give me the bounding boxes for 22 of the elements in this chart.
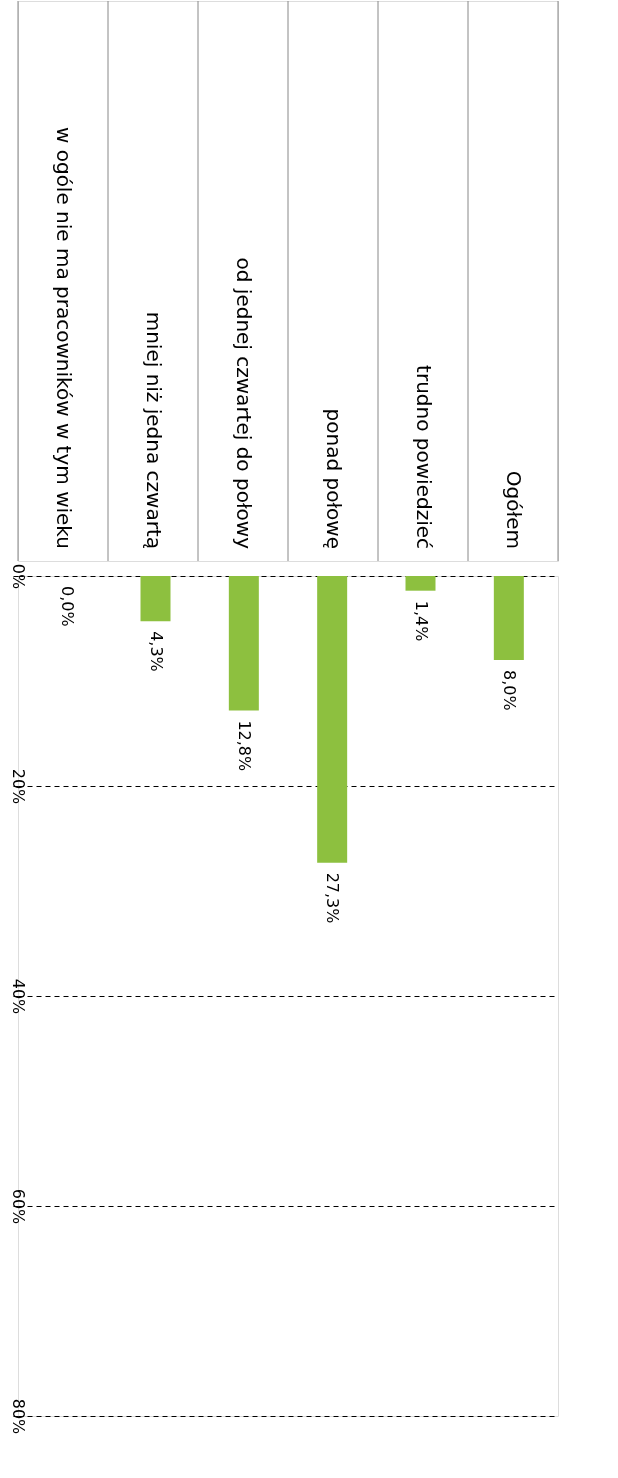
y-tick-label: 0% xyxy=(8,563,28,590)
data-label: 4,3% xyxy=(146,631,166,672)
data-label: 8,0% xyxy=(499,670,519,711)
data-label: 0,0% xyxy=(58,586,78,627)
x-tick-label: od jednej czwartej do połowy xyxy=(232,257,256,550)
data-label: 12,8% xyxy=(234,720,254,772)
y-tick-label: 80% xyxy=(8,1398,28,1435)
bar xyxy=(405,576,436,591)
y-tick-label: 40% xyxy=(8,978,28,1015)
bar xyxy=(228,576,259,711)
y-tick-label: 20% xyxy=(8,768,28,805)
y-tick-label: 60% xyxy=(8,1188,28,1225)
bar xyxy=(493,576,524,660)
x-tick-label: mniej niż jedna czwartą xyxy=(142,311,166,549)
data-label: 27,3% xyxy=(323,872,343,924)
x-tick-label: Ogółem xyxy=(502,470,526,549)
x-tick-label: w ogóle nie ma pracowników w tym wieku xyxy=(52,126,76,549)
x-tick-label: trudno powiedzieć xyxy=(412,365,436,549)
data-label: 1,4% xyxy=(411,600,431,642)
bar xyxy=(317,576,348,863)
bar xyxy=(140,576,171,622)
x-tick-label: ponad połowę xyxy=(322,408,346,549)
